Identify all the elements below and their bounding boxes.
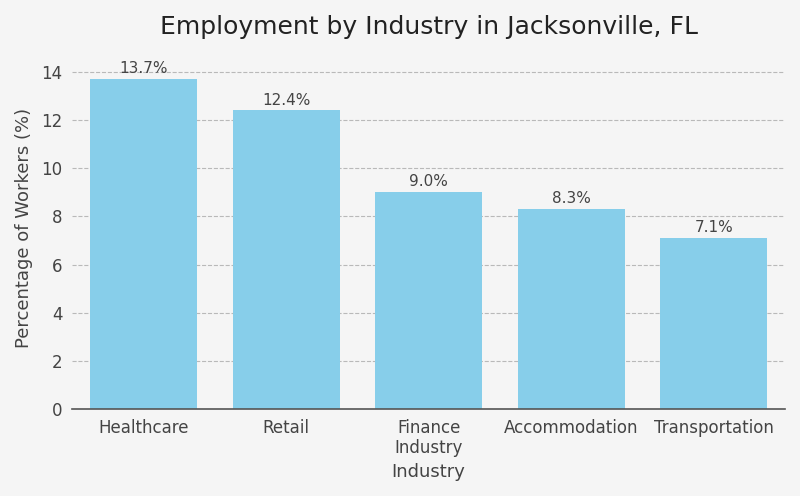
Bar: [660, 238, 767, 409]
Text: 9.0%: 9.0%: [410, 175, 448, 189]
Text: 7.1%: 7.1%: [694, 220, 733, 235]
Bar: [375, 192, 482, 409]
Text: 12.4%: 12.4%: [262, 93, 310, 108]
X-axis label: Industry: Industry: [392, 463, 466, 481]
Bar: [518, 209, 625, 409]
Bar: [233, 111, 339, 409]
Bar: [90, 79, 197, 409]
Text: 8.3%: 8.3%: [552, 191, 590, 206]
Y-axis label: Percentage of Workers (%): Percentage of Workers (%): [15, 108, 33, 349]
Text: 13.7%: 13.7%: [119, 62, 168, 76]
Title: Employment by Industry in Jacksonville, FL: Employment by Industry in Jacksonville, …: [160, 15, 698, 39]
